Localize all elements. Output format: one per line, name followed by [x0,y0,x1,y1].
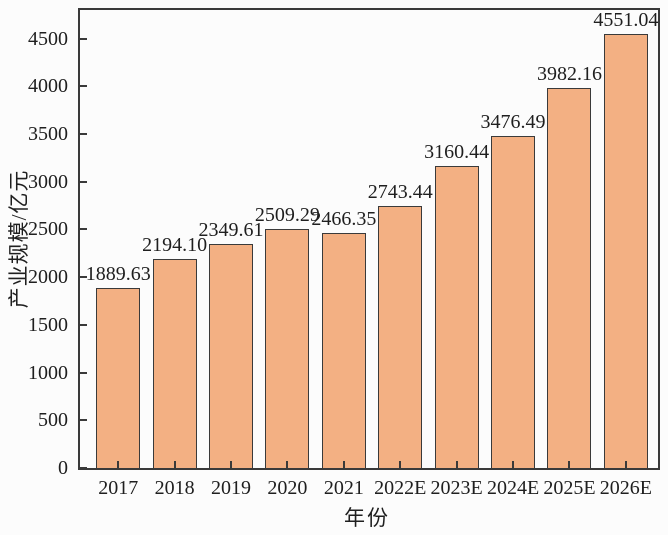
bar-value-label: 2466.35 [311,207,377,230]
bar-slot: 2743.44 2022E [368,10,433,499]
bar-slot: 3476.49 2024E [481,10,546,499]
bar-slot: 1889.63 2017 [86,10,151,499]
bar-slot: 3160.44 2023E [424,10,489,499]
x-axis-tick-label: 2021 [323,477,364,499]
bar [96,287,141,468]
bar-slot: 2466.35 2021 [311,10,376,499]
bar [547,88,592,468]
bar-value-label: 4551.04 [593,8,659,31]
x-axis-tick [399,461,402,468]
bar-value-label: 2194.10 [142,233,208,256]
x-axis-tick-label: 2023E [430,477,483,499]
x-axis-tick [117,461,120,468]
bar-value-label: 3160.44 [424,141,490,164]
x-axis-title: 年份 [344,506,390,530]
bar-value-label: 2743.44 [367,181,433,204]
bars-container: 1889.63 2017 2194.10 2018 2349.61 2019 2509.29… [80,9,659,499]
x-axis-tick [230,461,233,468]
bar-slot: 2509.29 2020 [255,10,320,499]
bar [321,232,366,468]
bar [209,243,254,468]
x-axis-tick [173,461,176,468]
y-axis-tick [80,180,87,183]
y-axis-tick-label: 2000 [28,266,68,289]
y-axis-tick [80,228,87,231]
x-axis-tick [455,461,458,468]
x-axis-tick-label: 2017 [98,477,139,499]
y-axis-tick [80,371,87,374]
y-axis-tick-label: 2500 [28,218,68,241]
y-axis-tick-label: 1500 [28,313,68,336]
bar-slot: 2349.61 2019 [199,10,264,499]
y-axis-tick-label: 4000 [28,75,68,98]
y-axis-tick [80,323,87,326]
bar-value-label: 2349.61 [198,218,264,241]
bar [434,166,479,468]
y-axis-tick-label: 4500 [28,27,68,50]
bar-slot: 4551.04 2026E [593,9,658,499]
bar [152,258,197,468]
y-axis-tick [80,419,87,422]
y-axis-tick-label: 1000 [28,361,68,384]
x-axis-tick-label: 2024E [486,477,540,499]
bar [491,136,536,468]
bar-slot: 2194.10 2018 [142,10,207,499]
bar [378,206,423,468]
x-axis-tick-label: 2022E [374,477,427,499]
bar-value-label: 2509.29 [254,203,320,226]
bar-value-label: 3476.49 [480,111,546,134]
bar-value-label: 3982.16 [536,63,602,86]
bar [265,228,310,468]
x-axis-tick-label: 2025E [543,477,596,499]
y-axis-tick [80,276,87,279]
x-axis-tick [624,461,627,468]
y-axis-tick-label: 500 [38,409,68,432]
plot-area: 1889.63 2017 2194.10 2018 2349.61 2019 2509.29… [78,8,660,499]
y-axis-tick [80,467,87,469]
y-axis-tick-label: 3500 [28,123,68,146]
x-axis-tick-label: 2019 [211,477,252,499]
x-axis-tick [342,461,345,468]
x-axis-tick [568,461,571,468]
bar-slot: 3982.16 2025E [537,10,602,499]
y-axis-tick [80,133,87,136]
x-axis-tick-label: 2026E [599,477,652,499]
y-axis-tick-label: 3000 [28,170,68,193]
x-axis-tick [512,461,515,468]
x-axis-tick [286,461,289,468]
y-axis-tick [80,37,87,40]
y-axis-tick-label: 0 [58,457,68,479]
x-axis-tick-label: 2020 [267,477,308,499]
bar [603,33,648,468]
y-axis-tick [80,85,87,88]
bar-value-label: 1889.63 [85,262,151,285]
x-axis-tick-label: 2018 [154,477,195,499]
